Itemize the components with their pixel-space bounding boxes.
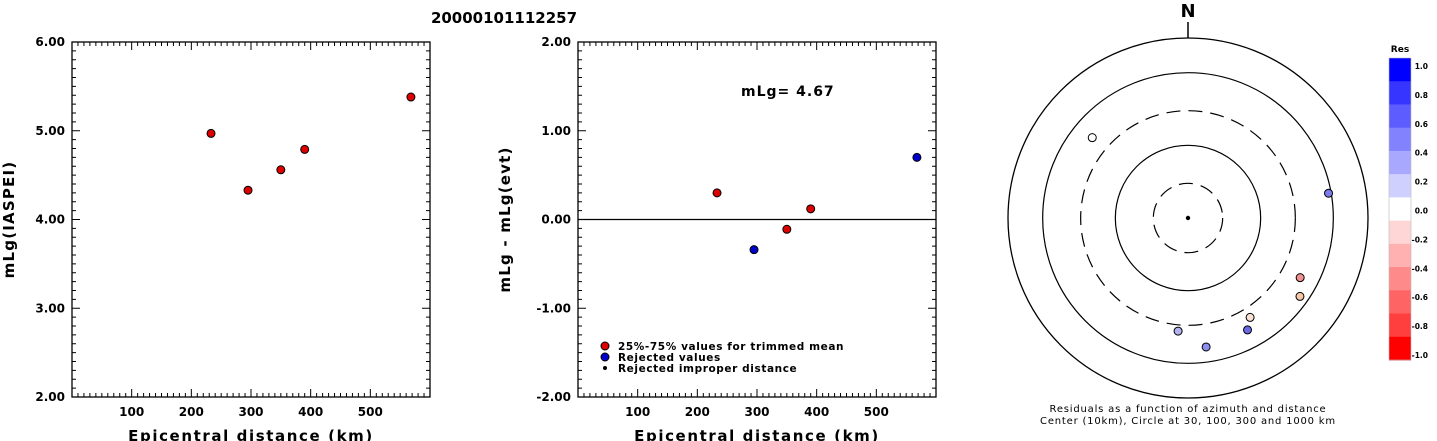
station-point [1173,326,1183,336]
colorbar-frame [1388,57,1412,361]
colorbar-swatch [1389,127,1411,152]
y-tick-label: -1.00 [536,301,571,315]
x-tick-label: 500 [864,405,889,419]
legend-marker [603,366,607,370]
station-point [1201,342,1211,352]
plot-frame [71,41,431,398]
colorbar-label: -0.4 [1412,264,1428,273]
colorbar-swatch [1389,104,1411,129]
x-axis-label: Epicentral distance (km) [128,427,374,441]
colorbar-swatch [1389,267,1411,291]
y-tick-label: 5.00 [35,124,65,138]
data-point [243,185,253,195]
residual-vs-distance-panel: 100 200 300 400 500 -2.00 -1.00 0.00 1.00 2.00 Epi… [496,35,937,441]
station-point [1295,291,1305,301]
y-tick-label: 6.00 [35,35,65,49]
y-tick-label: 3.00 [35,301,65,315]
y-tick-label: -2.00 [536,390,571,404]
data-point [912,152,922,162]
colorbar-swatch [1389,150,1411,175]
colorbar-label: -1.0 [1412,351,1428,360]
colorbar-swatch [1389,174,1411,198]
station-point [1243,325,1253,335]
colorbar-title: Res [1391,45,1409,55]
x-tick-label: 200 [179,405,204,419]
colorbar-swatch [1389,58,1411,82]
y-axis-label: mLg - mLg(evt) [496,146,514,292]
legend-label: Rejected improper distance [618,363,797,375]
north-label: N [1180,1,1195,22]
legend-marker [600,352,610,362]
x-tick-label: 400 [804,405,829,419]
colorbar-swatch [1389,81,1411,105]
colorbar-swatch [1389,290,1411,315]
x-axis-label: Epicentral distance (km) [634,427,880,441]
distance-ring [1042,72,1334,364]
station-point [1295,273,1305,283]
data-point [206,128,216,138]
data-point [712,188,722,198]
polar-caption-line-1: Residuals as a function of azimuth and d… [1050,404,1327,415]
distance-ring [1080,110,1296,326]
x-tick-label: 200 [685,405,710,419]
x-tick-label: 400 [298,405,323,419]
x-tick-label: 300 [238,405,263,419]
epicenter-dot [1185,215,1191,221]
x-tick-label: 100 [625,405,650,419]
colorbar-swatch [1389,197,1411,222]
y-axis-label: mLg(IASPEI) [0,161,18,279]
magnitude-vs-distance-panel: 100 200 300 400 500 2.00 3.00 4.00 5.00 6.00 Epice… [0,35,431,441]
y-tick-label: 1.00 [541,124,571,138]
data-point [300,144,310,154]
station-point [1245,312,1255,322]
colorbar-swatch [1389,313,1411,338]
y-tick-label: 2.00 [541,35,571,49]
station-point [1087,133,1097,143]
colorbar-swatch [1389,220,1411,245]
colorbar-swatch [1389,336,1411,361]
data-point [782,224,792,234]
data-point [749,245,759,255]
x-tick-label: 300 [744,405,769,419]
colorbar-label: -0.2 [1412,235,1428,244]
x-tick-label: 500 [358,405,383,419]
page-title: 20000101112257 [431,9,577,27]
colorbar-label: 0.4 [1415,149,1428,158]
y-tick-label: 4.00 [35,213,65,227]
legend-label: 25%-75% values for trimmed mean [618,341,844,353]
colorbar-label: 0.2 [1415,178,1428,187]
mean-annotation: mLg= 4.67 [741,84,835,100]
distance-ring [1152,182,1224,254]
colorbar-label: 1.0 [1415,62,1428,71]
distance-ring [1114,144,1262,292]
colorbar-label: -0.8 [1412,322,1428,331]
colorbar-label: 0.0 [1415,207,1428,216]
colorbar-label: 0.8 [1415,91,1428,100]
x-tick-label: 100 [119,405,144,419]
legend-marker [600,341,610,351]
residual-colorbar: Res 1.0 0.8 0.6 0.4 0.2 0.0 -0.2 -0.4 -0.6 -0.8 -1… [1388,45,1428,361]
polar-caption-line-2: Center (10km), Circle at 30, 100, 300 an… [1040,416,1336,427]
colorbar-label: 0.6 [1415,120,1428,129]
station-point [1324,188,1334,198]
colorbar-swatch [1389,243,1411,268]
data-point [406,92,416,102]
data-point [806,204,816,214]
data-point [276,165,286,175]
y-tick-label: 0.00 [541,213,571,227]
colorbar-label: -0.6 [1412,293,1428,302]
azimuth-residual-panel: N Residuals as a function of azimuth and… [1007,1,1369,427]
y-tick-label: 2.00 [35,390,65,404]
legend-label: Rejected values [618,352,721,364]
